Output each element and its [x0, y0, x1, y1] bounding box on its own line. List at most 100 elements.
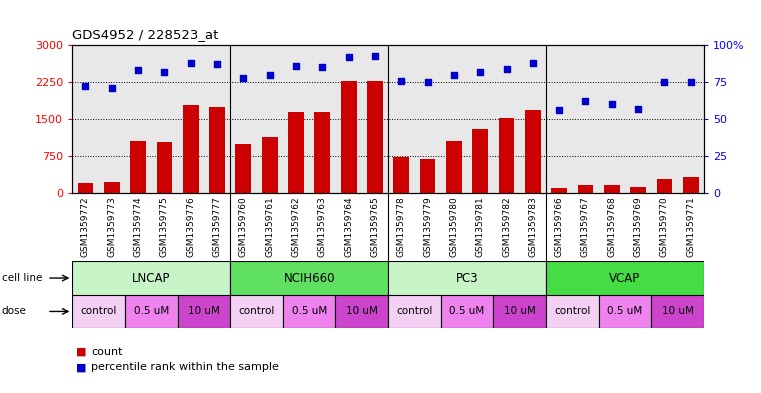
- Text: NCIH660: NCIH660: [283, 272, 335, 285]
- Point: [290, 62, 302, 69]
- Bar: [183, 105, 199, 193]
- Text: dose: dose: [2, 307, 27, 316]
- Bar: [367, 81, 383, 193]
- Point: [237, 74, 250, 81]
- Point: [422, 79, 434, 85]
- Point: [158, 68, 170, 75]
- Text: 0.5 uM: 0.5 uM: [607, 307, 642, 316]
- Text: control: control: [81, 307, 116, 316]
- Bar: [599, 295, 651, 328]
- Bar: [388, 295, 441, 328]
- Bar: [130, 141, 146, 193]
- Bar: [546, 261, 704, 295]
- Bar: [78, 183, 94, 193]
- Text: 0.5 uM: 0.5 uM: [134, 307, 169, 316]
- Text: 10 uM: 10 uM: [188, 307, 220, 316]
- Bar: [283, 295, 336, 328]
- Text: GSM1359774: GSM1359774: [134, 196, 142, 257]
- Text: control: control: [238, 307, 275, 316]
- Text: 0.5 uM: 0.5 uM: [450, 307, 485, 316]
- Text: GDS4952 / 228523_at: GDS4952 / 228523_at: [72, 28, 218, 41]
- Text: PC3: PC3: [456, 272, 479, 285]
- Bar: [493, 295, 546, 328]
- Bar: [336, 295, 388, 328]
- Bar: [551, 188, 567, 193]
- Point: [395, 77, 407, 84]
- Bar: [420, 159, 435, 193]
- Bar: [604, 185, 619, 193]
- Point: [579, 98, 591, 104]
- Text: GSM1359761: GSM1359761: [265, 196, 274, 257]
- Point: [553, 107, 565, 113]
- Text: GSM1359762: GSM1359762: [291, 196, 301, 257]
- Bar: [209, 107, 225, 193]
- Point: [527, 60, 539, 66]
- Text: GSM1359767: GSM1359767: [581, 196, 590, 257]
- Point: [474, 68, 486, 75]
- Text: LNCAP: LNCAP: [132, 272, 170, 285]
- Text: GSM1359778: GSM1359778: [396, 196, 406, 257]
- Bar: [231, 295, 283, 328]
- Bar: [72, 295, 125, 328]
- Text: GSM1359775: GSM1359775: [160, 196, 169, 257]
- Point: [342, 54, 355, 60]
- Text: VCAP: VCAP: [610, 272, 641, 285]
- Text: count: count: [91, 347, 123, 357]
- Text: GSM1359773: GSM1359773: [107, 196, 116, 257]
- Text: cell line: cell line: [2, 273, 42, 283]
- Bar: [651, 295, 704, 328]
- Text: GSM1359769: GSM1359769: [634, 196, 642, 257]
- Point: [447, 72, 460, 78]
- Point: [185, 60, 197, 66]
- Text: GSM1359782: GSM1359782: [502, 196, 511, 257]
- Text: 10 uM: 10 uM: [504, 307, 536, 316]
- Bar: [441, 295, 493, 328]
- Text: GSM1359772: GSM1359772: [81, 196, 90, 257]
- Point: [369, 52, 381, 59]
- Text: GSM1359765: GSM1359765: [371, 196, 380, 257]
- Bar: [103, 182, 119, 193]
- Point: [632, 105, 645, 112]
- Text: 0.5 uM: 0.5 uM: [291, 307, 326, 316]
- Point: [211, 61, 223, 68]
- Bar: [314, 112, 330, 193]
- Point: [79, 83, 91, 90]
- Bar: [235, 144, 251, 193]
- Text: GSM1359770: GSM1359770: [660, 196, 669, 257]
- Text: GSM1359760: GSM1359760: [239, 196, 248, 257]
- Text: GSM1359763: GSM1359763: [318, 196, 326, 257]
- Text: GSM1359781: GSM1359781: [476, 196, 485, 257]
- Text: GSM1359777: GSM1359777: [212, 196, 221, 257]
- Point: [606, 101, 618, 107]
- Text: GSM1359764: GSM1359764: [344, 196, 353, 257]
- Point: [317, 64, 329, 70]
- Bar: [525, 110, 541, 193]
- Text: GSM1359779: GSM1359779: [423, 196, 432, 257]
- Bar: [157, 142, 172, 193]
- Text: GSM1359780: GSM1359780: [450, 196, 458, 257]
- Bar: [341, 81, 356, 193]
- Text: percentile rank within the sample: percentile rank within the sample: [91, 362, 279, 373]
- Point: [501, 66, 513, 72]
- Bar: [657, 179, 673, 193]
- Bar: [125, 295, 177, 328]
- Bar: [231, 261, 388, 295]
- Text: GSM1359766: GSM1359766: [555, 196, 564, 257]
- Bar: [288, 112, 304, 193]
- Bar: [683, 177, 699, 193]
- Bar: [546, 295, 599, 328]
- Text: control: control: [396, 307, 432, 316]
- Bar: [388, 261, 546, 295]
- Point: [106, 85, 118, 91]
- Text: GSM1359768: GSM1359768: [607, 196, 616, 257]
- Text: ■: ■: [76, 362, 87, 373]
- Bar: [72, 261, 231, 295]
- Bar: [393, 157, 409, 193]
- Point: [132, 67, 144, 73]
- Text: ■: ■: [76, 347, 87, 357]
- Bar: [446, 141, 462, 193]
- Text: control: control: [554, 307, 591, 316]
- Point: [263, 72, 275, 78]
- Text: 10 uM: 10 uM: [661, 307, 693, 316]
- Point: [685, 79, 697, 85]
